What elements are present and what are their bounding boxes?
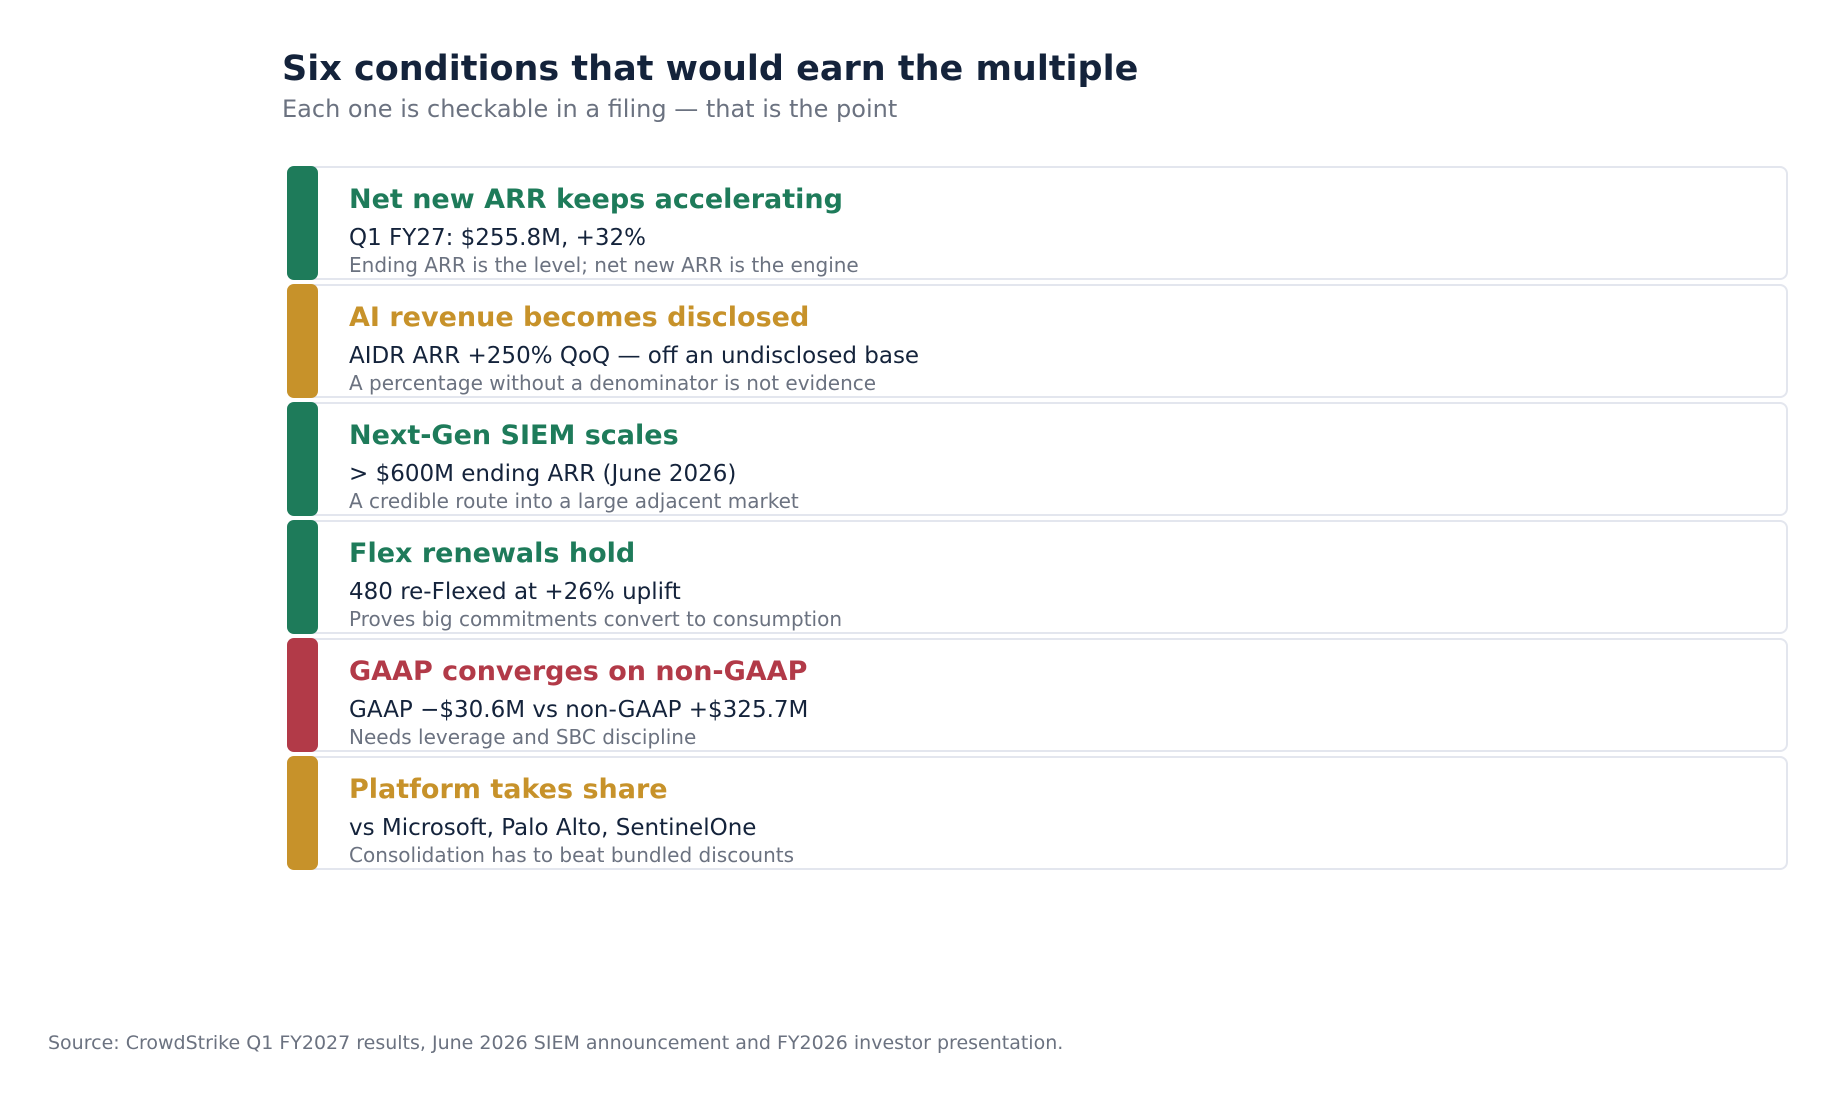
- condition-card-net-new-arr: Net new ARR keeps accelerating Q1 FY27: …: [287, 166, 1788, 280]
- condition-title: Next-Gen SIEM scales: [349, 420, 679, 451]
- status-bar: [287, 402, 318, 516]
- condition-card-ai-revenue: AI revenue becomes disclosed AIDR ARR +2…: [287, 284, 1788, 398]
- condition-title: AI revenue becomes disclosed: [349, 302, 810, 333]
- status-bar: [287, 284, 318, 398]
- condition-title: Net new ARR keeps accelerating: [349, 184, 843, 215]
- status-bar: [287, 166, 318, 280]
- condition-card-platform-share: Platform takes share vs Microsoft, Palo …: [287, 756, 1788, 870]
- condition-note: Ending ARR is the level; net new ARR is …: [349, 253, 859, 277]
- condition-card-flex-renewals: Flex renewals hold 480 re-Flexed at +26%…: [287, 520, 1788, 634]
- condition-metric: Q1 FY27: $255.8M, +32%: [349, 225, 646, 251]
- condition-note: Consolidation has to beat bundled discou…: [349, 843, 795, 867]
- condition-metric: GAAP −$30.6M vs non-GAAP +$325.7M: [349, 697, 809, 723]
- status-bar: [287, 638, 318, 752]
- condition-note: Needs leverage and SBC discipline: [349, 725, 697, 749]
- condition-note: A credible route into a large adjacent m…: [349, 489, 799, 513]
- page-title: Six conditions that would earn the multi…: [282, 49, 1139, 89]
- condition-title: GAAP converges on non-GAAP: [349, 656, 808, 687]
- condition-card-gaap: GAAP converges on non-GAAP GAAP −$30.6M …: [287, 638, 1788, 752]
- page-subtitle: Each one is checkable in a filing — that…: [282, 95, 898, 123]
- condition-card-siem: Next-Gen SIEM scales > $600M ending ARR …: [287, 402, 1788, 516]
- conditions-list: Net new ARR keeps accelerating Q1 FY27: …: [287, 166, 1788, 874]
- condition-metric: 480 re-Flexed at +26% uplift: [349, 579, 681, 605]
- condition-metric: AIDR ARR +250% QoQ — off an undisclosed …: [349, 343, 920, 369]
- condition-metric: > $600M ending ARR (June 2026): [349, 461, 737, 487]
- source-note: Source: CrowdStrike Q1 FY2027 results, J…: [48, 1032, 1064, 1054]
- condition-note: Proves big commitments convert to consum…: [349, 607, 843, 631]
- condition-title: Platform takes share: [349, 774, 668, 805]
- status-bar: [287, 756, 318, 870]
- condition-title: Flex renewals hold: [349, 538, 636, 569]
- status-bar: [287, 520, 318, 634]
- condition-metric: vs Microsoft, Palo Alto, SentinelOne: [349, 815, 757, 841]
- condition-note: A percentage without a denominator is no…: [349, 371, 877, 395]
